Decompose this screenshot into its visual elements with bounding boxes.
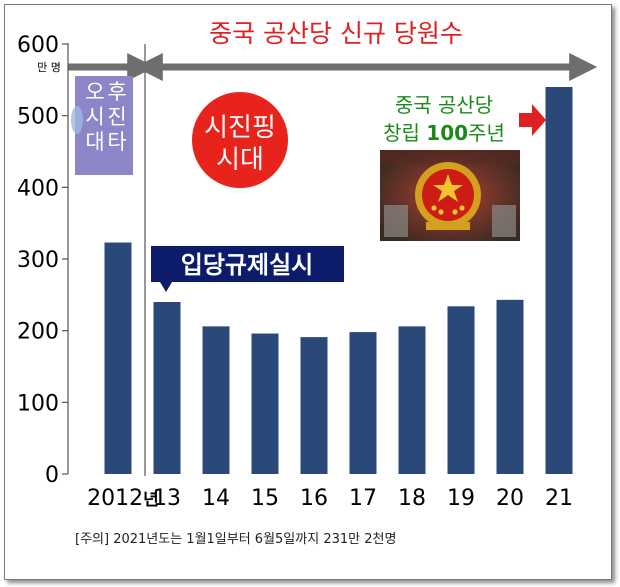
y-tick-label: 600: [17, 33, 59, 58]
x-tick-label: 2012년: [87, 486, 159, 511]
bar-21: [545, 87, 573, 474]
hu-era-photo-fragment: [71, 106, 83, 134]
party-emblem-photo: [380, 150, 520, 241]
x-tick-label: 13: [153, 486, 181, 511]
centennial-label-line1: 중국 공산당: [395, 93, 493, 117]
regulation-label: 입당규제실시: [181, 251, 313, 279]
y-tick-label: 300: [17, 248, 59, 273]
hu-era-label: 후진타 오시대: [85, 80, 126, 154]
footnote: [주의] 2021년도는 1월1일부터 6월5일까지 231만 2천명: [75, 532, 396, 547]
y-axis: 0 100 200 300 400 500 600: [17, 33, 69, 488]
x-tick-label: 16: [300, 486, 328, 511]
xi-era-label-line1: 시진핑: [204, 113, 276, 143]
xi-era-label-line2: 시대: [216, 145, 264, 175]
y-tick-label: 500: [17, 105, 59, 130]
xi-era-circle: [192, 92, 288, 188]
regulation-pointer: [160, 282, 172, 292]
y-tick-label: 400: [17, 176, 59, 201]
x-tick-label: 17: [349, 486, 377, 511]
y-tick-label: 200: [17, 320, 59, 345]
bar-18: [398, 326, 426, 474]
y-unit-label: 만 명: [37, 61, 61, 74]
x-tick-label: 18: [398, 486, 426, 511]
centennial-arrow: [519, 104, 546, 136]
x-tick-label: 19: [447, 486, 475, 511]
bar-17: [349, 332, 377, 474]
x-tick-label: 15: [251, 486, 279, 511]
x-tick-label: 21: [545, 486, 573, 511]
bar-2012: [104, 242, 132, 474]
hu-era-box: [75, 76, 133, 175]
bar-13: [153, 302, 181, 474]
svg-text:후: 후: [107, 80, 126, 104]
svg-text:진: 진: [107, 105, 126, 129]
bar-14: [202, 326, 230, 474]
bar-19: [447, 306, 475, 474]
y-tick-label: 100: [17, 391, 59, 416]
chart-title: 중국 공산당 신규 당원수: [209, 19, 463, 48]
svg-text:오: 오: [85, 80, 104, 104]
svg-text:대: 대: [85, 130, 104, 154]
bar-16: [300, 337, 328, 474]
centennial-label-line2: 창립 100주년: [383, 121, 505, 145]
bars: [104, 87, 573, 474]
svg-text:타: 타: [107, 130, 126, 154]
svg-text:시: 시: [85, 105, 104, 129]
y-tick-label: 0: [45, 463, 59, 488]
bar-20: [496, 299, 524, 474]
x-tick-label: 14: [202, 486, 230, 511]
regulation-box: [151, 246, 344, 282]
x-tick-label: 20: [496, 486, 524, 511]
bar-15: [251, 333, 279, 474]
